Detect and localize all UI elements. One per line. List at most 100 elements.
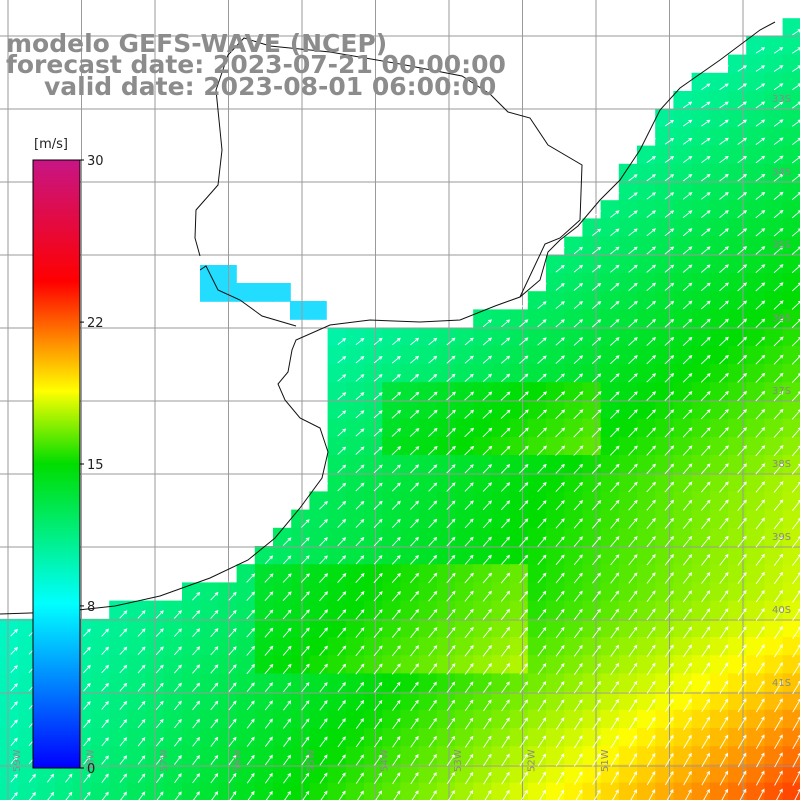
wind-cell [455, 327, 474, 347]
wind-cell [655, 764, 674, 784]
wind-arrow [628, 644, 638, 657]
wind-arrow [192, 718, 200, 729]
wind-cell [182, 655, 201, 674]
wind-arrow [573, 608, 583, 620]
wind-cell [364, 400, 383, 420]
wind-arrow [700, 391, 711, 402]
wind-arrow [101, 773, 109, 783]
wind-cell [163, 600, 183, 620]
wind-arrow [573, 373, 584, 383]
wind-arrow [155, 628, 164, 637]
wind-arrow [428, 645, 438, 657]
wind-cell [782, 109, 800, 128]
wind-cell [691, 455, 711, 474]
wind-cell [400, 327, 420, 347]
wind-arrow [464, 626, 474, 639]
wind-arrow [391, 536, 401, 547]
wind-arrow [137, 664, 146, 674]
wind-arrow [592, 753, 601, 767]
wind-arrow [446, 717, 456, 730]
wind-arrow [701, 83, 711, 90]
wind-arrow [482, 554, 492, 565]
wind-cell [546, 436, 565, 456]
wind-arrow [628, 716, 638, 731]
wind-cell [637, 436, 656, 456]
wind-cell [509, 455, 529, 474]
wind-cell [364, 327, 383, 347]
wind-cell [746, 364, 765, 383]
wind-arrow [300, 627, 310, 638]
wind-cell [236, 782, 256, 800]
wind-arrow [700, 481, 711, 493]
wind-cell [527, 418, 547, 438]
wind-cell [564, 364, 583, 383]
wind-arrow [537, 645, 547, 657]
wind-arrow [373, 337, 383, 346]
wind-arrow [300, 609, 310, 620]
wind-arrow [664, 427, 675, 438]
wind-arrow [682, 554, 693, 566]
wind-cell [746, 91, 765, 110]
wind-arrow [573, 355, 584, 365]
wind-cell [291, 655, 310, 674]
wind-cell [218, 618, 238, 638]
wind-cell [600, 382, 620, 401]
wind-arrow [246, 663, 255, 675]
wind-cell [127, 764, 147, 784]
wind-cell [564, 764, 583, 784]
wind-cell [637, 291, 656, 310]
wind-cell [782, 218, 800, 238]
wind-arrow [228, 754, 237, 766]
wind-arrow [737, 463, 748, 475]
wind-arrow [755, 698, 765, 713]
wind-cell [345, 364, 365, 383]
wind-arrow [719, 409, 729, 420]
wind-arrow [646, 336, 656, 346]
wind-arrow [500, 518, 511, 529]
wind-arrow [737, 101, 747, 109]
wind-cell [600, 527, 620, 547]
wind-arrow [210, 700, 219, 711]
wind-arrow [609, 427, 620, 438]
wind-arrow [337, 392, 347, 400]
wind-arrow [246, 609, 256, 620]
wind-arrow [337, 754, 346, 766]
wind-cell [746, 764, 765, 784]
wind-arrow [555, 355, 565, 364]
wind-arrow [646, 156, 656, 163]
wind-arrow [101, 682, 110, 692]
wind-arrow [228, 682, 237, 692]
wind-cell [527, 436, 547, 456]
wind-arrow [337, 700, 346, 711]
wind-arrow [355, 645, 365, 657]
wind-arrow [446, 445, 456, 456]
wind-arrow [757, 788, 765, 800]
wind-cell [218, 709, 238, 729]
wind-cell [691, 163, 711, 183]
wind-cell [600, 309, 620, 329]
wind-cell [691, 182, 711, 201]
wind-arrow [755, 246, 766, 255]
wind-cell [236, 618, 256, 638]
wind-arrow [319, 591, 329, 602]
wind-cell [364, 509, 383, 529]
wind-arrow [737, 336, 748, 347]
wind-arrow [774, 770, 783, 786]
wind-cell [327, 491, 347, 511]
wind-cell [582, 218, 602, 238]
wind-arrow [685, 788, 692, 800]
wind-arrow [482, 337, 493, 346]
wind-arrow [628, 445, 638, 456]
wind-cell [564, 509, 583, 529]
wind-arrow [646, 554, 656, 566]
wind-cell [655, 746, 674, 765]
wind-arrow [283, 718, 292, 729]
wind-cell [455, 382, 474, 401]
wind-arrow [446, 626, 456, 639]
wind-arrow [210, 646, 219, 656]
wind-arrow [392, 717, 401, 730]
wind-arrow [682, 192, 693, 200]
wind-arrow [192, 628, 201, 638]
wind-arrow [737, 517, 747, 530]
wind-cell [218, 673, 238, 693]
